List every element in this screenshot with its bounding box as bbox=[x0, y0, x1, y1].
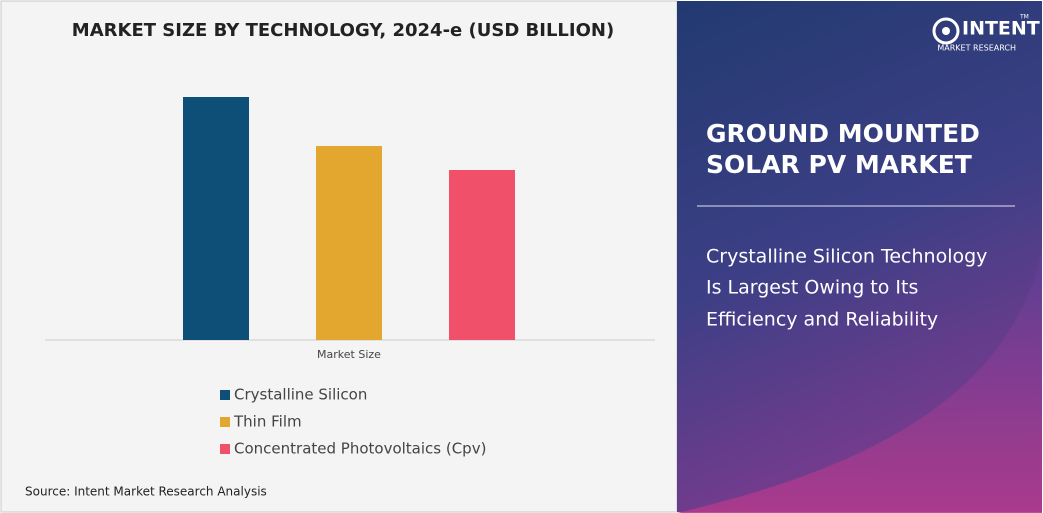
panel-title: SOLAR PV MARKET bbox=[706, 150, 972, 179]
panel-wave bbox=[677, 250, 1042, 513]
x-tick-label: Market Size bbox=[317, 348, 381, 361]
chart-title: MARKET SIZE BY TECHNOLOGY, 2024-e (USD B… bbox=[72, 20, 614, 41]
panel-subtitle: Crystalline Silicon Technology bbox=[706, 246, 987, 268]
brand-tagline: MARKET RESEARCH bbox=[937, 44, 1016, 53]
legend-label: Crystalline Silicon bbox=[234, 386, 367, 404]
brand-mark: TM bbox=[1019, 14, 1029, 21]
legend-swatch bbox=[220, 444, 230, 454]
bar bbox=[449, 170, 515, 340]
legend-swatch bbox=[220, 390, 230, 400]
legend-swatch bbox=[220, 417, 230, 427]
bar bbox=[316, 146, 382, 340]
legend-label: Concentrated Photovoltaics (Cpv) bbox=[234, 440, 486, 458]
panel-subtitle: Efficiency and Reliability bbox=[706, 309, 938, 331]
source: Source: Intent Market Research Analysis bbox=[25, 485, 267, 499]
panel-title: GROUND MOUNTED bbox=[706, 119, 980, 148]
legend-label: Thin Film bbox=[233, 413, 302, 431]
panel-subtitle: Is Largest Owing to Its bbox=[706, 277, 918, 299]
logo bbox=[932, 17, 960, 45]
brand-name: INTENT bbox=[962, 18, 1040, 40]
bar bbox=[183, 97, 249, 340]
